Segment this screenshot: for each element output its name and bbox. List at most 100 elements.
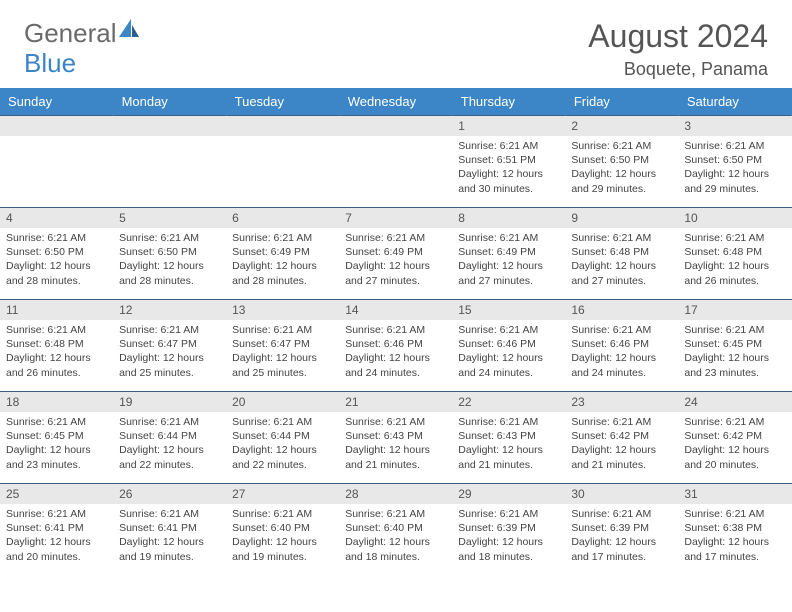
day-number: 2 <box>565 116 678 136</box>
logo: General <box>24 18 143 49</box>
day-body: Sunrise: 6:21 AMSunset: 6:50 PMDaylight:… <box>565 136 678 199</box>
day-body: Sunrise: 6:21 AMSunset: 6:45 PMDaylight:… <box>0 412 113 475</box>
calendar-cell: 6Sunrise: 6:21 AMSunset: 6:49 PMDaylight… <box>226 208 339 300</box>
day-body: Sunrise: 6:21 AMSunset: 6:47 PMDaylight:… <box>113 320 226 383</box>
calendar-cell: 5Sunrise: 6:21 AMSunset: 6:50 PMDaylight… <box>113 208 226 300</box>
day-body: Sunrise: 6:21 AMSunset: 6:50 PMDaylight:… <box>0 228 113 291</box>
calendar-cell <box>226 116 339 208</box>
weekday-header: Thursday <box>452 88 565 116</box>
logo-text-blue: Blue <box>24 48 76 78</box>
day-body <box>113 136 226 142</box>
calendar-cell: 27Sunrise: 6:21 AMSunset: 6:40 PMDayligh… <box>226 484 339 576</box>
weekday-header: Monday <box>113 88 226 116</box>
day-number: 31 <box>678 484 791 504</box>
day-number: 19 <box>113 392 226 412</box>
calendar-cell: 16Sunrise: 6:21 AMSunset: 6:46 PMDayligh… <box>565 300 678 392</box>
day-body: Sunrise: 6:21 AMSunset: 6:42 PMDaylight:… <box>565 412 678 475</box>
day-body: Sunrise: 6:21 AMSunset: 6:48 PMDaylight:… <box>0 320 113 383</box>
day-number: 28 <box>339 484 452 504</box>
day-body: Sunrise: 6:21 AMSunset: 6:40 PMDaylight:… <box>226 504 339 567</box>
calendar-cell: 9Sunrise: 6:21 AMSunset: 6:48 PMDaylight… <box>565 208 678 300</box>
day-number: 6 <box>226 208 339 228</box>
day-body <box>339 136 452 142</box>
day-body: Sunrise: 6:21 AMSunset: 6:49 PMDaylight:… <box>452 228 565 291</box>
day-body: Sunrise: 6:21 AMSunset: 6:45 PMDaylight:… <box>678 320 791 383</box>
calendar-cell: 22Sunrise: 6:21 AMSunset: 6:43 PMDayligh… <box>452 392 565 484</box>
day-body: Sunrise: 6:21 AMSunset: 6:44 PMDaylight:… <box>226 412 339 475</box>
calendar-cell: 15Sunrise: 6:21 AMSunset: 6:46 PMDayligh… <box>452 300 565 392</box>
logo-sub: Blue <box>24 48 76 79</box>
calendar-cell: 7Sunrise: 6:21 AMSunset: 6:49 PMDaylight… <box>339 208 452 300</box>
month-title: August 2024 <box>588 18 768 55</box>
calendar-cell: 18Sunrise: 6:21 AMSunset: 6:45 PMDayligh… <box>0 392 113 484</box>
calendar-cell: 12Sunrise: 6:21 AMSunset: 6:47 PMDayligh… <box>113 300 226 392</box>
day-number: 13 <box>226 300 339 320</box>
day-number: 30 <box>565 484 678 504</box>
calendar-cell: 14Sunrise: 6:21 AMSunset: 6:46 PMDayligh… <box>339 300 452 392</box>
day-number: 7 <box>339 208 452 228</box>
day-number: 22 <box>452 392 565 412</box>
weekday-header: Sunday <box>0 88 113 116</box>
calendar-cell: 24Sunrise: 6:21 AMSunset: 6:42 PMDayligh… <box>678 392 791 484</box>
calendar-cell <box>339 116 452 208</box>
calendar-cell: 1Sunrise: 6:21 AMSunset: 6:51 PMDaylight… <box>452 116 565 208</box>
day-number: 3 <box>678 116 791 136</box>
day-number: 8 <box>452 208 565 228</box>
logo-text-general: General <box>24 18 117 49</box>
day-number <box>113 116 226 136</box>
day-number: 27 <box>226 484 339 504</box>
calendar-cell: 19Sunrise: 6:21 AMSunset: 6:44 PMDayligh… <box>113 392 226 484</box>
day-body: Sunrise: 6:21 AMSunset: 6:50 PMDaylight:… <box>678 136 791 199</box>
day-number: 18 <box>0 392 113 412</box>
day-number: 26 <box>113 484 226 504</box>
calendar-cell: 21Sunrise: 6:21 AMSunset: 6:43 PMDayligh… <box>339 392 452 484</box>
calendar-cell: 29Sunrise: 6:21 AMSunset: 6:39 PMDayligh… <box>452 484 565 576</box>
calendar-cell: 28Sunrise: 6:21 AMSunset: 6:40 PMDayligh… <box>339 484 452 576</box>
calendar-cell: 13Sunrise: 6:21 AMSunset: 6:47 PMDayligh… <box>226 300 339 392</box>
calendar-cell: 31Sunrise: 6:21 AMSunset: 6:38 PMDayligh… <box>678 484 791 576</box>
day-body: Sunrise: 6:21 AMSunset: 6:38 PMDaylight:… <box>678 504 791 567</box>
calendar-cell: 11Sunrise: 6:21 AMSunset: 6:48 PMDayligh… <box>0 300 113 392</box>
day-body: Sunrise: 6:21 AMSunset: 6:39 PMDaylight:… <box>452 504 565 567</box>
day-number: 1 <box>452 116 565 136</box>
day-body: Sunrise: 6:21 AMSunset: 6:47 PMDaylight:… <box>226 320 339 383</box>
day-body: Sunrise: 6:21 AMSunset: 6:48 PMDaylight:… <box>565 228 678 291</box>
header: General August 2024 Boquete, Panama <box>0 0 792 88</box>
day-number: 10 <box>678 208 791 228</box>
day-number: 16 <box>565 300 678 320</box>
day-number: 21 <box>339 392 452 412</box>
calendar-body: 1Sunrise: 6:21 AMSunset: 6:51 PMDaylight… <box>0 116 792 576</box>
day-body <box>226 136 339 142</box>
calendar-cell: 17Sunrise: 6:21 AMSunset: 6:45 PMDayligh… <box>678 300 791 392</box>
day-body: Sunrise: 6:21 AMSunset: 6:39 PMDaylight:… <box>565 504 678 567</box>
day-body: Sunrise: 6:21 AMSunset: 6:46 PMDaylight:… <box>452 320 565 383</box>
calendar-cell: 8Sunrise: 6:21 AMSunset: 6:49 PMDaylight… <box>452 208 565 300</box>
day-number: 23 <box>565 392 678 412</box>
title-block: August 2024 Boquete, Panama <box>588 18 768 80</box>
weekday-header: Tuesday <box>226 88 339 116</box>
day-body: Sunrise: 6:21 AMSunset: 6:41 PMDaylight:… <box>0 504 113 567</box>
day-body: Sunrise: 6:21 AMSunset: 6:49 PMDaylight:… <box>339 228 452 291</box>
day-number: 17 <box>678 300 791 320</box>
day-body <box>0 136 113 142</box>
day-number: 11 <box>0 300 113 320</box>
day-number: 4 <box>0 208 113 228</box>
day-body: Sunrise: 6:21 AMSunset: 6:49 PMDaylight:… <box>226 228 339 291</box>
calendar-head: SundayMondayTuesdayWednesdayThursdayFrid… <box>0 88 792 116</box>
day-number <box>0 116 113 136</box>
day-number: 29 <box>452 484 565 504</box>
day-number: 20 <box>226 392 339 412</box>
calendar-cell <box>113 116 226 208</box>
day-body: Sunrise: 6:21 AMSunset: 6:40 PMDaylight:… <box>339 504 452 567</box>
day-number: 25 <box>0 484 113 504</box>
day-body: Sunrise: 6:21 AMSunset: 6:43 PMDaylight:… <box>452 412 565 475</box>
calendar-cell: 25Sunrise: 6:21 AMSunset: 6:41 PMDayligh… <box>0 484 113 576</box>
calendar-cell: 2Sunrise: 6:21 AMSunset: 6:50 PMDaylight… <box>565 116 678 208</box>
calendar-cell: 20Sunrise: 6:21 AMSunset: 6:44 PMDayligh… <box>226 392 339 484</box>
day-body: Sunrise: 6:21 AMSunset: 6:46 PMDaylight:… <box>565 320 678 383</box>
day-body: Sunrise: 6:21 AMSunset: 6:43 PMDaylight:… <box>339 412 452 475</box>
weekday-header: Friday <box>565 88 678 116</box>
weekday-header: Wednesday <box>339 88 452 116</box>
day-number: 9 <box>565 208 678 228</box>
day-body: Sunrise: 6:21 AMSunset: 6:50 PMDaylight:… <box>113 228 226 291</box>
